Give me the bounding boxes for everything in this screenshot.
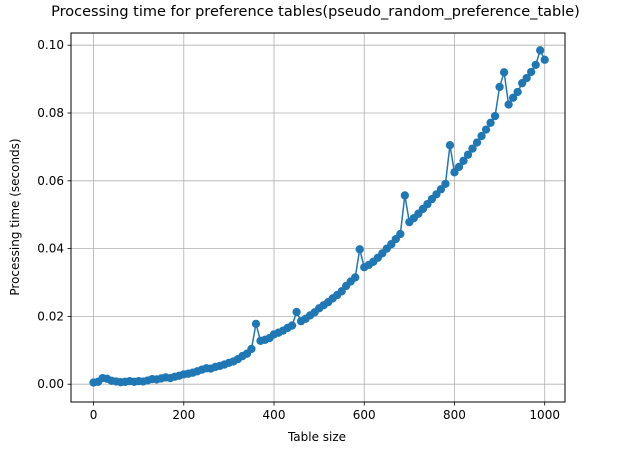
data-point: [463, 150, 473, 159]
y-tick-label: 0.04: [37, 242, 64, 256]
data-point: [468, 144, 477, 153]
x-tick-label: 1000: [529, 408, 560, 422]
data-point: [477, 131, 486, 141]
x-tick-label: 600: [353, 408, 376, 422]
data-point: [472, 138, 482, 147]
data-point: [454, 162, 464, 172]
data-point: [396, 229, 405, 239]
data-point: [490, 111, 500, 121]
data-point: [481, 125, 491, 134]
data-point: [504, 100, 513, 109]
data-point: [508, 93, 518, 102]
axes-spines: [70, 32, 566, 403]
data-point: [287, 321, 297, 330]
data-point: [355, 245, 364, 254]
data-point: [540, 55, 549, 64]
data-point: [536, 46, 545, 55]
data-point: [247, 344, 256, 354]
data-line: [93, 48, 546, 384]
data-point: [531, 60, 540, 70]
y-tick-label: 0.02: [37, 309, 64, 323]
y-tick-label: 0.06: [37, 174, 64, 188]
data-point: [292, 307, 301, 317]
data-point: [251, 319, 261, 329]
data-point: [522, 73, 531, 83]
data-point: [459, 156, 468, 165]
y-tick-label: 0.08: [37, 106, 64, 120]
data-point: [337, 287, 346, 296]
data-point: [499, 68, 509, 77]
data-point: [400, 191, 409, 200]
y-tick-label: 0.10: [37, 38, 64, 52]
y-axis-label: Processing time (seconds): [8, 138, 22, 296]
data-point: [445, 141, 455, 150]
x-tick-label: 400: [263, 408, 286, 422]
data-point: [351, 273, 360, 282]
x-tick-label: 0: [90, 408, 98, 422]
data-point: [441, 179, 450, 189]
data-point: [486, 118, 495, 127]
x-axis-label: Table size: [287, 430, 347, 444]
data-point: [513, 87, 522, 97]
chart-title: Processing time for preference tables(ps…: [51, 4, 580, 20]
x-tick-label: 200: [172, 408, 195, 422]
data-point: [527, 67, 536, 77]
x-tick-label: 800: [443, 408, 466, 422]
y-tick-label: 0.00: [37, 377, 64, 391]
data-point: [495, 82, 504, 92]
